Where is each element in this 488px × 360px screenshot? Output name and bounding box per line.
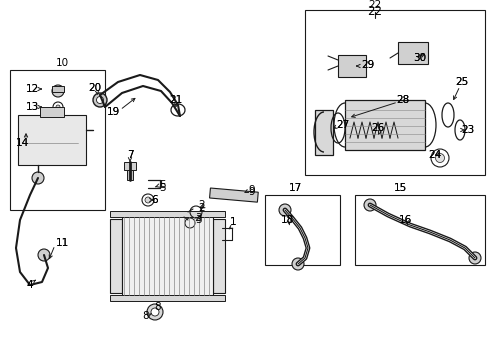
Text: 27: 27 (336, 120, 349, 130)
Circle shape (151, 308, 159, 316)
Text: 16: 16 (398, 215, 411, 225)
Circle shape (430, 149, 448, 167)
Bar (110, 295, 224, 301)
Bar (209, 188, 258, 202)
Text: 22: 22 (367, 0, 381, 10)
Text: 18: 18 (280, 215, 293, 225)
Text: 30: 30 (412, 53, 426, 63)
Text: 1: 1 (229, 217, 236, 227)
Circle shape (93, 93, 107, 107)
Text: 20: 20 (88, 83, 102, 93)
Text: 29: 29 (361, 60, 374, 70)
Text: 29: 29 (361, 60, 374, 70)
Text: 6: 6 (151, 195, 158, 205)
Circle shape (363, 199, 375, 211)
Bar (18, 115, 86, 165)
Circle shape (32, 172, 44, 184)
Circle shape (53, 102, 63, 112)
Text: 12: 12 (25, 84, 39, 94)
Text: 23: 23 (461, 125, 474, 135)
Text: 21: 21 (169, 95, 182, 105)
Bar (124, 162, 136, 170)
Bar (110, 219, 122, 293)
Circle shape (435, 153, 444, 162)
Bar (337, 55, 365, 77)
Bar (305, 10, 484, 175)
Bar (397, 42, 427, 64)
Text: 7: 7 (126, 150, 133, 160)
Text: 22: 22 (367, 5, 382, 18)
Text: 17: 17 (288, 183, 301, 193)
Text: 30: 30 (412, 53, 426, 63)
Text: 16: 16 (398, 215, 411, 225)
Text: 20: 20 (88, 83, 102, 93)
Text: 4: 4 (27, 280, 33, 290)
Bar (10, 70, 105, 210)
Text: 18: 18 (280, 215, 293, 225)
Text: 15: 15 (392, 183, 406, 193)
Circle shape (145, 197, 151, 203)
Text: 19: 19 (106, 107, 120, 117)
Text: 3: 3 (194, 213, 201, 223)
Text: 28: 28 (396, 95, 409, 105)
Text: 12: 12 (25, 84, 39, 94)
Text: 10: 10 (55, 58, 68, 68)
Text: 17: 17 (288, 183, 301, 193)
Text: 15: 15 (392, 183, 406, 193)
Circle shape (147, 304, 163, 320)
Bar (345, 100, 424, 150)
Bar (40, 107, 64, 117)
Text: 3: 3 (194, 215, 201, 225)
Circle shape (96, 96, 103, 104)
Circle shape (38, 249, 50, 261)
Text: 26: 26 (370, 123, 384, 133)
Text: 6: 6 (151, 195, 158, 205)
Text: 11: 11 (55, 238, 68, 248)
Text: 24: 24 (427, 150, 441, 160)
Text: 25: 25 (454, 77, 468, 87)
Text: 13: 13 (25, 102, 39, 112)
Text: 26: 26 (370, 123, 384, 133)
Text: 23: 23 (461, 125, 474, 135)
Bar (314, 110, 332, 155)
Bar (127, 170, 133, 180)
Text: 2: 2 (198, 200, 205, 210)
Circle shape (279, 204, 290, 216)
Text: 1: 1 (229, 217, 236, 227)
Circle shape (52, 85, 64, 97)
Text: 14: 14 (15, 138, 29, 148)
Text: 8: 8 (154, 302, 161, 312)
Text: 9: 9 (248, 185, 255, 195)
Text: 25: 25 (454, 77, 468, 87)
Text: 5: 5 (160, 180, 166, 190)
Text: 9: 9 (248, 187, 255, 197)
Text: 7: 7 (126, 150, 133, 160)
Bar (213, 219, 224, 293)
Circle shape (142, 194, 154, 206)
Text: 5: 5 (160, 183, 166, 193)
Circle shape (468, 252, 480, 264)
Text: 14: 14 (15, 138, 29, 148)
Circle shape (56, 105, 60, 109)
Text: 19: 19 (106, 107, 120, 117)
Bar (354, 195, 484, 265)
Circle shape (291, 258, 304, 270)
Text: 4: 4 (27, 280, 33, 290)
Text: 24: 24 (427, 150, 441, 160)
Bar (110, 211, 224, 217)
Bar (122, 215, 213, 297)
Bar (264, 195, 339, 265)
Text: 27: 27 (336, 120, 349, 130)
Text: 2: 2 (198, 203, 205, 213)
Text: 8: 8 (142, 311, 149, 321)
Bar (52, 86, 64, 92)
Text: 21: 21 (169, 95, 182, 105)
Text: 28: 28 (396, 95, 409, 105)
Text: 13: 13 (25, 102, 39, 112)
Text: 11: 11 (55, 238, 68, 248)
